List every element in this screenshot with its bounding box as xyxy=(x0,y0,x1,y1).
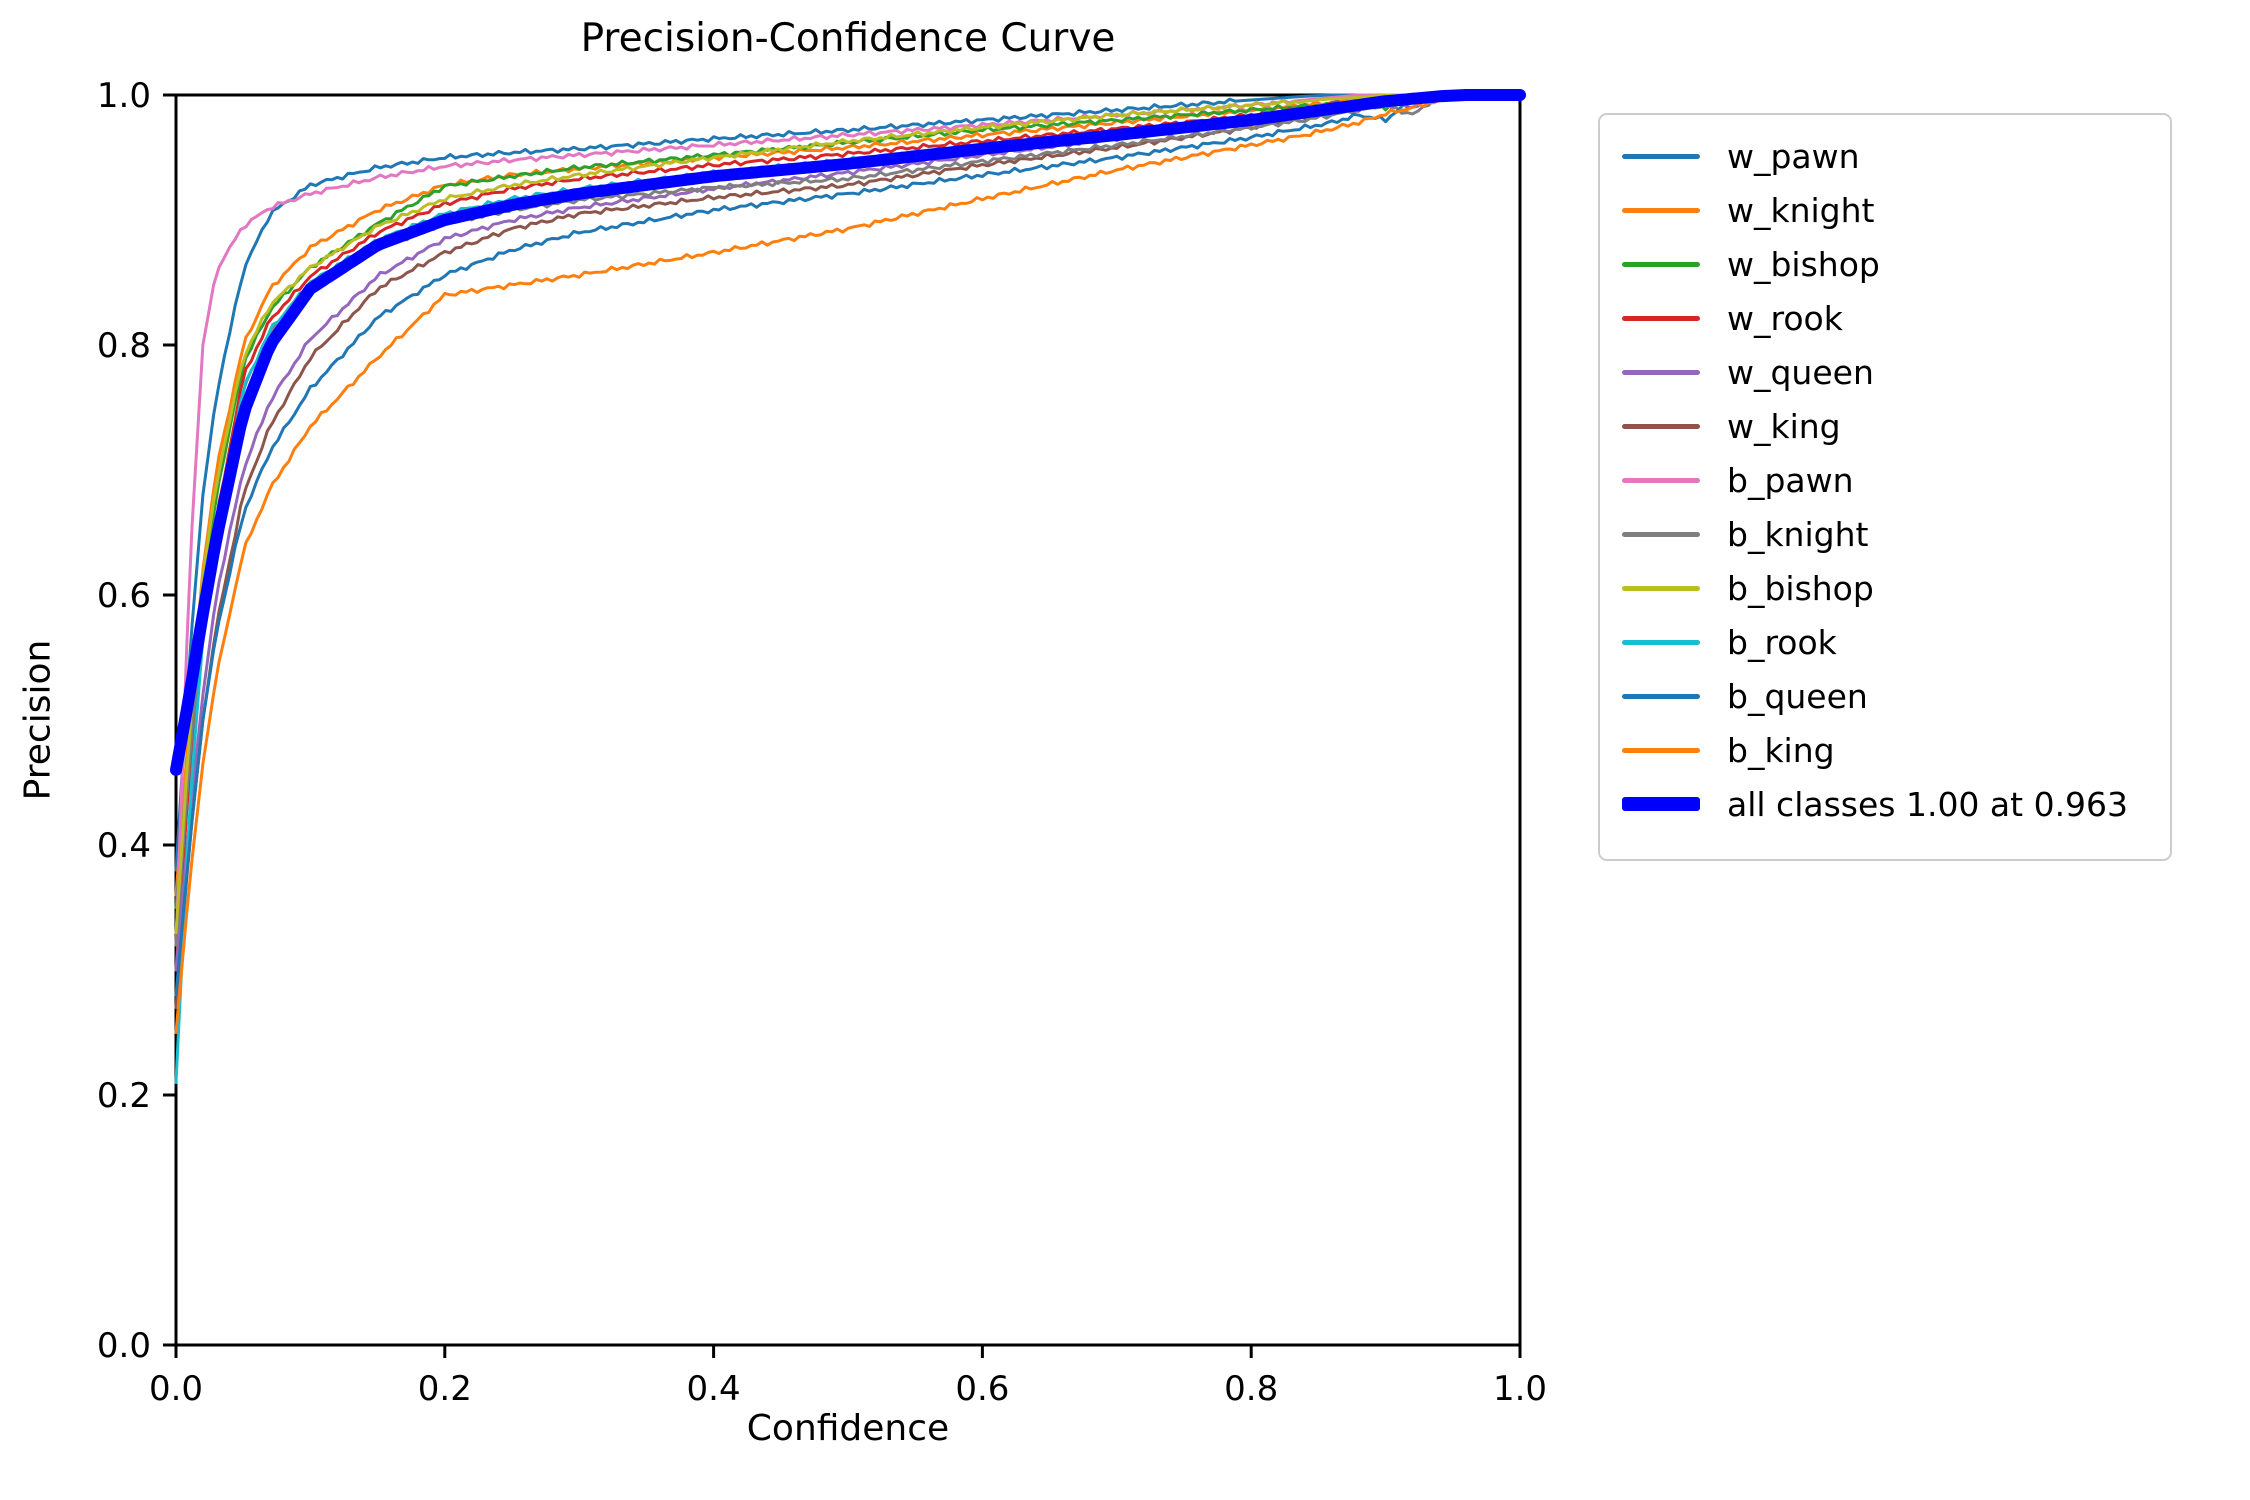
legend-item-w-bishop: w_bishop xyxy=(1622,237,2170,291)
legend-line-swatch xyxy=(1622,639,1700,645)
curve-b-king xyxy=(174,93,1522,1034)
legend-label: w_bishop xyxy=(1727,244,1880,284)
y-tick-label: 0.0 xyxy=(97,1326,151,1366)
x-tick-label: 1.0 xyxy=(1493,1369,1547,1409)
legend-line-swatch xyxy=(1622,153,1700,159)
legend-item-w-king: w_king xyxy=(1622,399,2170,453)
legend-line-swatch xyxy=(1622,797,1700,811)
y-tick-label: 1.0 xyxy=(97,76,151,116)
curve-w-knight xyxy=(174,93,1522,897)
legend-label: b_rook xyxy=(1727,622,1837,662)
legend-item-b-bishop: b_bishop xyxy=(1622,561,2170,615)
y-tick-label: 0.8 xyxy=(97,326,151,366)
chart-title: Precision-Confidence Curve xyxy=(580,16,1116,61)
legend-label: b_bishop xyxy=(1727,568,1874,608)
legend-line-swatch xyxy=(1622,477,1700,483)
legend-line-swatch xyxy=(1622,369,1700,375)
y-tick-label: 0.4 xyxy=(97,826,151,866)
legend-line-swatch xyxy=(1622,585,1700,591)
legend-label: all classes 1.00 at 0.963 xyxy=(1727,784,2129,824)
x-tick-label: 0.2 xyxy=(418,1369,472,1409)
legend-label: w_queen xyxy=(1727,352,1874,392)
legend-label: b_knight xyxy=(1727,514,1869,554)
legend-label: w_king xyxy=(1727,406,1841,446)
legend-item-b-rook: b_rook xyxy=(1622,615,2170,669)
legend-line-swatch xyxy=(1622,261,1700,267)
legend-item-b-queen: b_queen xyxy=(1622,669,2170,723)
legend-line-swatch xyxy=(1622,747,1700,753)
curve-all-classes-1-00-at-0-963 xyxy=(170,89,1526,776)
legend-line-swatch xyxy=(1622,423,1700,429)
legend-label: b_pawn xyxy=(1727,460,1854,500)
x-tick-label: 0.8 xyxy=(1224,1369,1278,1409)
legend: w_pawn w_knight w_bishop w_rook w_queen w_kin… xyxy=(1598,113,2172,861)
curve-w-pawn xyxy=(174,93,1522,872)
legend-label: w_knight xyxy=(1727,190,1875,230)
legend-item-w-rook: w_rook xyxy=(1622,291,2170,345)
legend-item-w-knight: w_knight xyxy=(1622,183,2170,237)
x-tick-label: 0.4 xyxy=(687,1369,741,1409)
legend-item-w-queen: w_queen xyxy=(1622,345,2170,399)
curve-w-bishop xyxy=(174,93,1522,909)
curve-b-queen xyxy=(174,93,1522,997)
x-tick-label: 0.0 xyxy=(149,1369,203,1409)
legend-label: w_pawn xyxy=(1727,136,1860,176)
x-axis-label: Confidence xyxy=(746,1408,950,1449)
curve-b-bishop xyxy=(174,93,1522,934)
y-axis-label: Precision xyxy=(17,639,59,801)
legend-line-swatch xyxy=(1622,531,1700,537)
legend-item-w-pawn: w_pawn xyxy=(1622,129,2170,183)
legend-item-b-pawn: b_pawn xyxy=(1622,453,2170,507)
x-tick-label: 0.6 xyxy=(955,1369,1009,1409)
legend-item-b-king: b_king xyxy=(1622,723,2170,777)
legend-line-swatch xyxy=(1622,207,1700,213)
legend-label: b_queen xyxy=(1727,676,1868,716)
legend-label: w_rook xyxy=(1727,298,1843,338)
curve-w-king xyxy=(174,93,1522,1009)
legend-label: b_king xyxy=(1727,730,1835,770)
legend-line-swatch xyxy=(1622,693,1700,699)
legend-item-b-knight: b_knight xyxy=(1622,507,2170,561)
legend-line-swatch xyxy=(1622,315,1700,321)
axes-frame xyxy=(174,93,1522,1347)
legend-item-all-classes-1-00-at-0-963: all classes 1.00 at 0.963 xyxy=(1622,777,2170,831)
y-tick-label: 0.6 xyxy=(97,576,151,616)
y-tick-label: 0.2 xyxy=(97,1076,151,1116)
